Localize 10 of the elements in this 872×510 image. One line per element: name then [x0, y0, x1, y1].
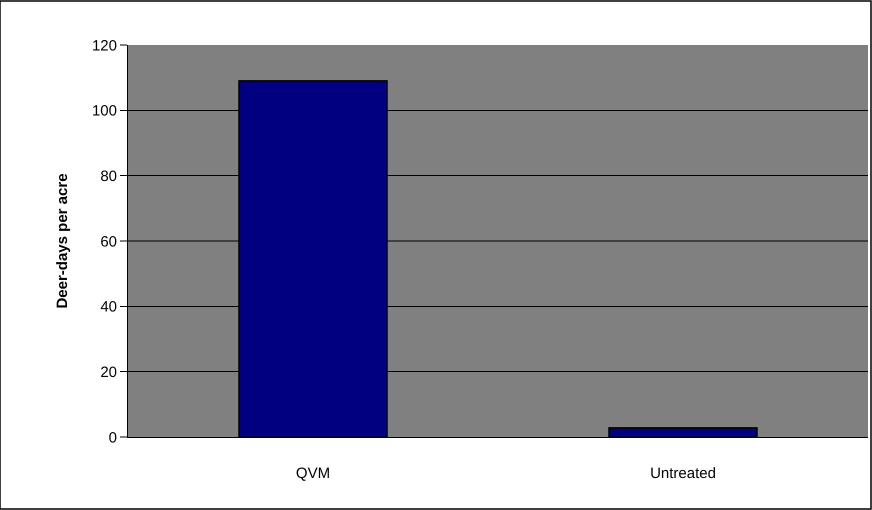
y-tick-label: 80: [100, 168, 117, 185]
y-tick-label: 120: [92, 37, 117, 54]
y-tick-label: 100: [92, 102, 117, 120]
y-axis-title: Deer-days per acre: [54, 173, 72, 309]
y-tick-label: 40: [100, 298, 117, 316]
x-tick-label: Untreated: [650, 465, 716, 482]
y-tick-label: 60: [100, 233, 117, 250]
y-tick-label: 20: [100, 364, 117, 381]
y-tick-label: 0: [108, 429, 117, 446]
x-tick-label: QVM: [296, 465, 330, 482]
